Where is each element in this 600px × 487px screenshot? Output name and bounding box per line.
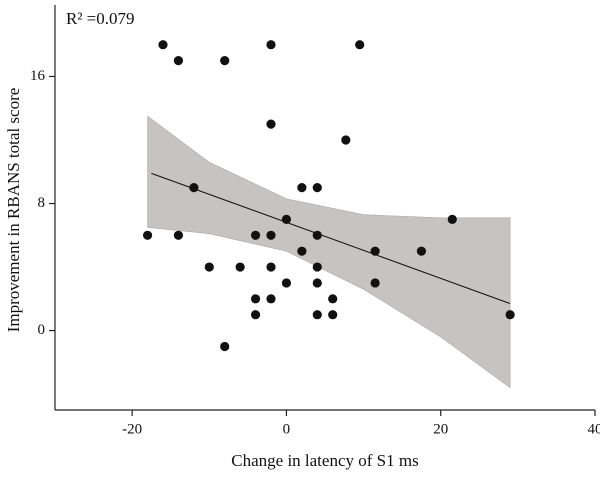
data-point bbox=[505, 310, 515, 320]
data-point bbox=[220, 55, 230, 66]
data-point bbox=[266, 40, 276, 50]
y-tick-label: 16 bbox=[30, 68, 46, 84]
data-point bbox=[250, 310, 261, 320]
data-point bbox=[447, 214, 457, 225]
data-point bbox=[341, 135, 351, 145]
data-point bbox=[250, 230, 261, 240]
data-point bbox=[328, 310, 338, 320]
data-point bbox=[370, 278, 380, 288]
data-point bbox=[328, 294, 338, 304]
data-point bbox=[312, 310, 322, 320]
data-point bbox=[235, 262, 245, 272]
fit-line bbox=[151, 172, 511, 305]
data-point bbox=[297, 183, 307, 193]
x-axis-label: Change in latency of S1 ms bbox=[231, 451, 418, 470]
data-point bbox=[416, 246, 427, 256]
data-point bbox=[142, 230, 153, 240]
data-point bbox=[250, 294, 261, 304]
x-tick-label: -20 bbox=[122, 421, 142, 437]
data-point bbox=[173, 230, 184, 240]
data-point bbox=[312, 183, 322, 193]
data-point bbox=[189, 183, 199, 193]
data-point bbox=[266, 230, 276, 240]
x-tick-label: 40 bbox=[588, 421, 600, 437]
data-point bbox=[312, 230, 322, 240]
data-point bbox=[312, 278, 322, 288]
y-axis-label: Improvement in RBANS total score bbox=[4, 88, 23, 333]
data-point bbox=[220, 341, 230, 352]
y-tick-label: 8 bbox=[38, 195, 46, 211]
data-point bbox=[266, 119, 276, 129]
data-point bbox=[158, 40, 168, 50]
data-point bbox=[281, 278, 292, 288]
data-point bbox=[370, 246, 380, 256]
data-point bbox=[297, 246, 307, 256]
data-point bbox=[312, 262, 322, 272]
annotation: R² =0.079 bbox=[66, 9, 135, 28]
data-point bbox=[266, 294, 276, 304]
data-point bbox=[173, 55, 184, 66]
x-tick-label: 0 bbox=[283, 421, 291, 437]
data-point bbox=[281, 214, 292, 225]
data-point bbox=[204, 262, 214, 272]
y-tick-label: 0 bbox=[38, 322, 46, 338]
data-point bbox=[266, 262, 276, 272]
confidence-band bbox=[147, 115, 511, 389]
data-point bbox=[355, 40, 365, 50]
x-tick-label: 20 bbox=[433, 421, 448, 437]
